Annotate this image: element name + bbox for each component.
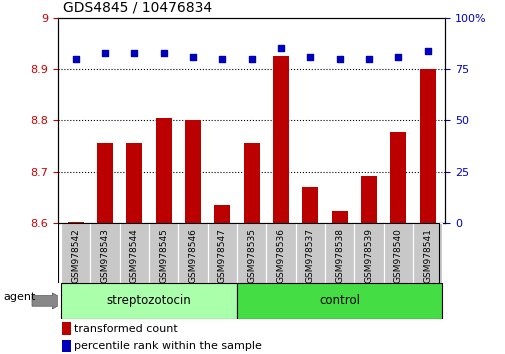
Bar xyxy=(90,223,120,283)
Bar xyxy=(237,223,266,283)
Text: transformed count: transformed count xyxy=(74,324,177,333)
Point xyxy=(335,56,343,62)
Text: GSM978542: GSM978542 xyxy=(71,228,80,282)
Point xyxy=(101,50,109,56)
Text: percentile rank within the sample: percentile rank within the sample xyxy=(74,341,261,351)
Bar xyxy=(324,223,353,283)
Point xyxy=(276,46,284,51)
Text: GSM978541: GSM978541 xyxy=(422,228,431,283)
Text: control: control xyxy=(319,295,360,307)
Bar xyxy=(389,132,406,223)
Bar xyxy=(178,223,208,283)
Text: agent: agent xyxy=(3,292,35,302)
Text: GSM978539: GSM978539 xyxy=(364,228,373,283)
Bar xyxy=(273,56,288,223)
Bar xyxy=(120,223,149,283)
Bar xyxy=(208,223,237,283)
Point xyxy=(306,54,314,59)
Bar xyxy=(62,322,70,335)
Bar xyxy=(266,223,295,283)
Bar xyxy=(412,223,441,283)
Text: GSM978547: GSM978547 xyxy=(218,228,226,283)
Point xyxy=(247,56,256,62)
Text: GSM978543: GSM978543 xyxy=(100,228,110,283)
Bar xyxy=(360,176,376,223)
Point xyxy=(393,54,401,59)
Point xyxy=(423,48,431,53)
Bar xyxy=(97,143,113,223)
Point xyxy=(160,50,168,56)
Text: GSM978545: GSM978545 xyxy=(159,228,168,283)
Bar xyxy=(331,211,347,223)
Bar xyxy=(62,340,70,352)
Point xyxy=(189,54,197,59)
Point xyxy=(218,56,226,62)
Bar xyxy=(354,223,383,283)
Bar xyxy=(61,283,237,319)
Text: GSM978536: GSM978536 xyxy=(276,228,285,283)
Text: GDS4845 / 10476834: GDS4845 / 10476834 xyxy=(63,0,212,14)
Bar xyxy=(214,205,230,223)
Bar xyxy=(237,283,441,319)
Bar xyxy=(68,222,84,223)
Text: GSM978538: GSM978538 xyxy=(334,228,343,283)
Bar xyxy=(419,69,435,223)
Bar xyxy=(156,118,172,223)
Text: GSM978535: GSM978535 xyxy=(247,228,256,283)
Point xyxy=(130,50,138,56)
Point xyxy=(72,56,80,62)
Text: GSM978540: GSM978540 xyxy=(393,228,402,283)
Text: GSM978544: GSM978544 xyxy=(130,228,139,282)
FancyArrow shape xyxy=(32,293,67,309)
Bar xyxy=(61,223,90,283)
Bar xyxy=(243,143,259,223)
Text: GSM978546: GSM978546 xyxy=(188,228,197,283)
Bar xyxy=(383,223,412,283)
Bar xyxy=(185,120,201,223)
Text: streptozotocin: streptozotocin xyxy=(107,295,191,307)
Bar xyxy=(149,223,178,283)
Bar xyxy=(295,223,324,283)
Text: GSM978537: GSM978537 xyxy=(306,228,314,283)
Bar xyxy=(301,187,318,223)
Point xyxy=(364,56,372,62)
Bar xyxy=(126,143,142,223)
